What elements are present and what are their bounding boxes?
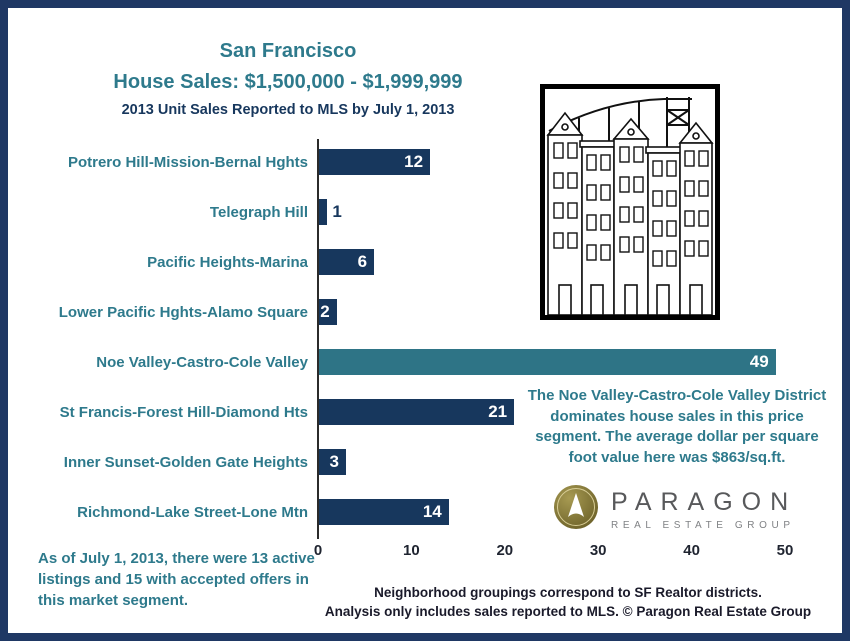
bar-chart-rows: Potrero Hill-Mission-Bernal Hghts 12 Teleg…	[38, 137, 795, 537]
bar: 12	[318, 149, 431, 175]
bar-track: 21	[318, 399, 785, 425]
bar: 2	[318, 299, 337, 325]
chart-row: Pacific Heights-Marina 6	[38, 237, 795, 287]
bar-chart: Potrero Hill-Mission-Bernal Hghts 12 Teleg…	[38, 137, 795, 537]
category-label: Telegraph Hill	[209, 203, 308, 221]
bar: 3	[318, 449, 347, 475]
category-label: St Francis-Forest Hill-Diamond Hts	[59, 403, 308, 421]
rowhouses-art	[546, 111, 714, 315]
value-label: 21	[488, 402, 508, 421]
bar: 14	[318, 499, 449, 525]
value-label: 2	[320, 302, 330, 321]
chart-row: Potrero Hill-Mission-Bernal Hghts 12	[38, 137, 795, 187]
chart-title-line2: House Sales: $1,500,000 - $1,999,999	[113, 71, 463, 93]
x-tick-label: 50	[776, 542, 794, 559]
chart-row: Richmond-Lake Street-Lone Mtn 14	[38, 487, 795, 537]
x-tick-label: 10	[403, 542, 420, 559]
value-label: 6	[357, 252, 368, 271]
bar: 49	[318, 349, 776, 375]
noe-valley-annotation: The Noe Valley-Castro-Cole Valley Distri…	[527, 387, 827, 467]
chart-subtitle: 2013 Unit Sales Reported to MLS by July …	[121, 102, 455, 118]
bar	[318, 199, 328, 225]
category-label: Inner Sunset-Golden Gate Heights	[63, 453, 308, 471]
value-label: 14	[422, 502, 442, 521]
value-label: 49	[749, 352, 769, 371]
chart-titles: San Francisco House Sales: $1,500,000 - …	[38, 36, 538, 118]
chart-row: St Francis-Forest Hill-Diamond Hts 21	[38, 387, 795, 437]
bar-track: 6	[318, 249, 785, 275]
paragon-logo-name: PARAGON	[611, 488, 798, 516]
bar-track: 12	[318, 149, 785, 175]
category-axis-line	[317, 139, 319, 539]
category-label: Lower Pacific Hghts-Alamo Square	[58, 303, 308, 321]
bar-track: 49	[318, 349, 785, 375]
paragon-logo-mark-icon	[553, 484, 599, 535]
paragon-logo: PARAGON REAL ESTATE GROUP	[553, 484, 797, 535]
bar: 21	[318, 399, 515, 425]
footnote-mls-line1: Neighborhood groupings correspond to SF …	[374, 585, 762, 600]
value-label: 12	[404, 152, 424, 171]
category-label: Noe Valley-Castro-Cole Valley	[96, 353, 308, 371]
chart-row: Lower Pacific Hghts-Alamo Square 2	[38, 287, 795, 337]
bar-track: 2	[318, 299, 785, 325]
paragon-logo-tagline: REAL ESTATE GROUP	[611, 520, 795, 531]
bar-track: 1	[318, 199, 785, 225]
x-tick-label: 30	[589, 542, 607, 559]
footnote-mls: Neighborhood groupings correspond to SF …	[318, 584, 818, 622]
category-label: Pacific Heights-Marina	[147, 253, 308, 271]
bridge-tower-art	[548, 97, 692, 155]
bar: 6	[318, 249, 375, 275]
footnote-mls-line2: Analysis only includes sales reported to…	[324, 603, 812, 619]
x-tick-label: 20	[496, 542, 514, 559]
category-label: Potrero Hill-Mission-Bernal Hghts	[67, 153, 308, 171]
chart-row: Telegraph Hill 1	[38, 187, 795, 237]
chart-title-line1: San Francisco	[219, 40, 357, 62]
footnote-active-listings: As of July 1, 2013, there were 13 active…	[38, 550, 315, 609]
x-tick-label: 0	[313, 542, 323, 559]
chart-row: Noe Valley-Castro-Cole Valley 49	[38, 337, 795, 387]
victorian-houses-illustration	[540, 84, 720, 320]
x-axis-tick-labels: 0 10 20 30 40 50	[314, 542, 794, 562]
chart-row: Inner Sunset-Golden Gate Heights 3	[38, 437, 795, 487]
value-label: 3	[329, 452, 340, 471]
category-label: Richmond-Lake Street-Lone Mtn	[77, 503, 308, 521]
bar-track: 3	[318, 449, 785, 475]
x-tick-label: 40	[683, 542, 700, 559]
value-label: 1	[332, 202, 342, 221]
houses-art-svg	[545, 89, 715, 315]
bar-track: 14	[318, 499, 785, 525]
